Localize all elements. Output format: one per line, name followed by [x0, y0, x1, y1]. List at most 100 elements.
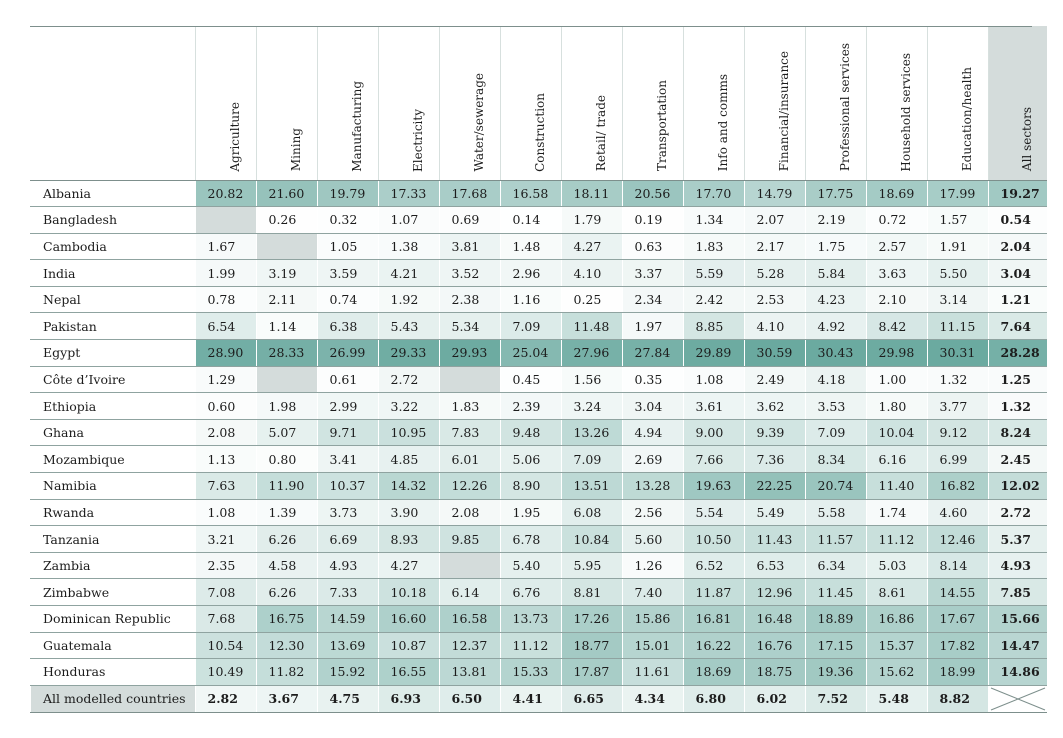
value-cell: 26.99	[316, 339, 378, 367]
value-cell: 21.60	[255, 180, 317, 208]
value-cell: 16.58	[438, 605, 500, 633]
footer-value-cell: 2.82	[194, 685, 256, 713]
all-sectors-cell: 14.47	[987, 632, 1047, 660]
value-cell: 1.29	[194, 366, 256, 394]
footer-row: All modelled countries 2.82 3.67 4.75 6.93 6.…	[30, 685, 1047, 713]
value-cell: 2.38	[438, 286, 500, 314]
col-label: Household services	[898, 52, 913, 172]
value-cell: 1.13	[194, 445, 256, 474]
value-cell: 3.52	[438, 259, 500, 287]
value-cell: 3.53	[804, 392, 866, 420]
value-cell: 1.32	[926, 366, 988, 394]
value-cell: 10.50	[682, 525, 744, 553]
value-cell: 11.57	[804, 525, 866, 553]
not-applicable-cross-icon	[987, 685, 1047, 713]
value-cell: 4.18	[804, 366, 866, 394]
footer-value-cell: 4.41	[499, 685, 561, 713]
value-cell: 2.42	[682, 286, 744, 314]
table-row: Zimbabwe 7.08 6.26 7.33 10.18 6.14 6.76 8.81 7.4…	[30, 578, 1047, 606]
value-cell: 0.26	[255, 206, 317, 234]
value-cell: 6.53	[743, 552, 805, 580]
value-cell: 5.54	[682, 499, 744, 527]
value-cell: 12.96	[743, 578, 805, 606]
value-cell: 0.74	[316, 286, 378, 314]
value-cell: 10.95	[377, 419, 439, 447]
value-cell: 4.85	[377, 445, 439, 474]
country-name: Zimbabwe	[30, 578, 195, 606]
value-cell: 13.81	[438, 658, 500, 686]
country-name: Mozambique	[30, 445, 195, 474]
table-row: Namibia 7.63 11.90 10.37 14.32 12.26 8.90 13.51…	[30, 472, 1047, 500]
all-sectors-cell: 0.54	[987, 206, 1047, 234]
col-header-manufacturing: Manufacturing	[316, 26, 378, 181]
footer-value-cell: 3.67	[255, 685, 317, 713]
value-cell: 6.26	[255, 525, 317, 553]
value-cell: 2.39	[499, 392, 561, 420]
value-cell: 7.68	[194, 605, 256, 633]
value-cell: 1.34	[682, 206, 744, 234]
value-cell: 16.22	[682, 632, 744, 660]
value-cell: 18.77	[560, 632, 622, 660]
value-cell: 6.78	[499, 525, 561, 553]
value-cell: 15.33	[499, 658, 561, 686]
value-cell: 2.69	[621, 445, 683, 474]
value-cell: 10.37	[316, 472, 378, 500]
missing-value-cell	[194, 206, 256, 234]
col-label: Retail/ trade	[593, 95, 608, 172]
value-cell: 7.08	[194, 578, 256, 606]
value-cell: 5.58	[804, 499, 866, 527]
country-name: Ghana	[30, 419, 195, 447]
value-cell: 17.26	[560, 605, 622, 633]
value-cell: 11.45	[804, 578, 866, 606]
value-cell: 1.75	[804, 233, 866, 261]
all-sectors-cell: 7.64	[987, 312, 1047, 341]
value-cell: 17.75	[804, 180, 866, 208]
value-cell: 6.34	[804, 552, 866, 580]
value-cell: 5.43	[377, 312, 439, 341]
value-cell: 0.63	[621, 233, 683, 261]
value-cell: 3.19	[255, 259, 317, 287]
value-cell: 5.40	[499, 552, 561, 580]
value-cell: 9.71	[316, 419, 378, 447]
value-cell: 29.98	[865, 339, 927, 367]
value-cell: 15.92	[316, 658, 378, 686]
table-row: Guatemala 10.54 12.30 13.69 10.87 12.37 11.12 1…	[30, 632, 1047, 660]
value-cell: 17.15	[804, 632, 866, 660]
value-cell: 3.21	[194, 525, 256, 553]
all-sectors-cell: 2.04	[987, 233, 1047, 261]
value-cell: 19.36	[804, 658, 866, 686]
value-cell: 5.60	[621, 525, 683, 553]
value-cell: 3.41	[316, 445, 378, 474]
value-cell: 5.50	[926, 259, 988, 287]
value-cell: 4.58	[255, 552, 317, 580]
value-cell: 5.07	[255, 419, 317, 447]
value-cell: 17.68	[438, 180, 500, 208]
table-row: Cambodia 1.67 1.05 1.38 3.81 1.48 4.27 0.63 1.83…	[30, 233, 1047, 261]
table-row: Dominican Republic 7.68 16.75 14.59 16.60 16.…	[30, 605, 1047, 633]
country-name: Albania	[30, 180, 195, 208]
value-cell: 0.72	[865, 206, 927, 234]
all-sectors-cell: 7.85	[987, 578, 1047, 606]
footer-value-cell: 4.34	[621, 685, 683, 713]
country-name: India	[30, 259, 195, 287]
value-cell: 0.45	[499, 366, 561, 394]
value-cell: 10.49	[194, 658, 256, 686]
value-cell: 11.82	[255, 658, 317, 686]
col-header-construction: Construction	[499, 26, 561, 181]
value-cell: 4.27	[560, 233, 622, 261]
value-cell: 5.95	[560, 552, 622, 580]
all-sectors-cell: 8.24	[987, 419, 1047, 447]
footer-value-cell: 6.80	[682, 685, 744, 713]
value-cell: 27.96	[560, 339, 622, 367]
country-name: Pakistan	[30, 312, 195, 341]
value-cell: 9.00	[682, 419, 744, 447]
table-row: Mozambique 1.13 0.80 3.41 4.85 6.01 5.06 7.09 2.…	[30, 445, 1047, 474]
value-cell: 15.01	[621, 632, 683, 660]
value-cell: 8.61	[865, 578, 927, 606]
value-cell: 10.84	[560, 525, 622, 553]
value-cell: 8.14	[926, 552, 988, 580]
table-row: Egypt 28.90 28.33 26.99 29.33 29.93 25.04 27.96…	[30, 339, 1047, 367]
col-header-mining: Mining	[255, 26, 317, 181]
col-header-professional-services: Professional services	[804, 26, 866, 181]
value-cell: 3.73	[316, 499, 378, 527]
